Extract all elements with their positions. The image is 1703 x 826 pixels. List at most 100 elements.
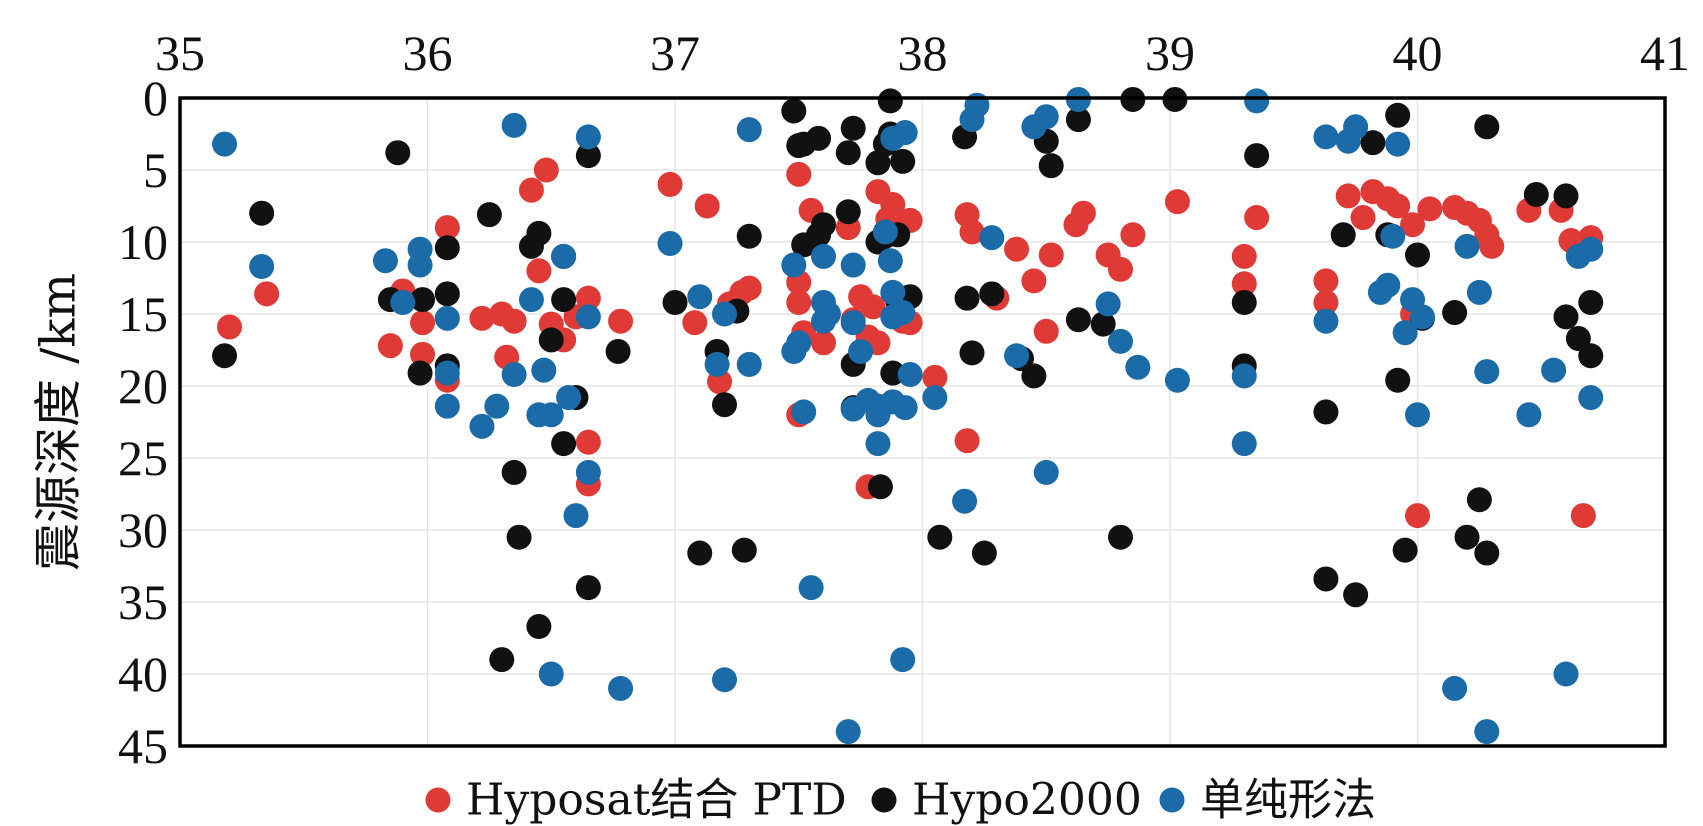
scatter-point — [835, 140, 861, 166]
scatter-point — [1405, 402, 1430, 428]
scatter-point — [217, 314, 242, 340]
scatter-point — [407, 360, 433, 386]
scatter-point — [551, 243, 577, 269]
scatter-point — [434, 393, 460, 419]
scatter-point — [377, 333, 403, 359]
scatter-point — [865, 431, 891, 457]
scatter-point — [1335, 183, 1361, 209]
x-tick-label: 35 — [155, 25, 205, 81]
legend-marker — [871, 787, 897, 813]
scatter-point — [1244, 88, 1270, 114]
scatter-point — [791, 399, 817, 425]
scatter-point — [1231, 271, 1257, 297]
scatter-point — [254, 281, 280, 307]
scatter-point — [1516, 402, 1542, 428]
scatter-point — [1038, 153, 1064, 179]
legend-marker — [425, 787, 451, 813]
scatter-point — [1244, 205, 1270, 231]
scatter-point — [1405, 242, 1430, 268]
scatter-point — [1021, 268, 1047, 294]
scatter-point — [865, 150, 891, 176]
scatter-point — [877, 88, 903, 114]
scatter-point — [501, 361, 527, 387]
y-tick-label: 25 — [118, 430, 168, 486]
y-tick-label: 0 — [143, 70, 168, 126]
scatter-point — [538, 402, 564, 428]
scatter-point — [1479, 233, 1505, 259]
scatter-point — [501, 459, 527, 485]
scatter-point — [979, 281, 1005, 307]
scatter-point — [1231, 431, 1257, 457]
scatter-point — [1350, 205, 1376, 231]
scatter-point — [1070, 200, 1096, 226]
scatter-point — [1474, 359, 1500, 385]
scatter-point — [556, 385, 582, 411]
scatter-point — [959, 340, 985, 366]
x-tick-label: 40 — [1393, 25, 1443, 81]
scatter-point — [781, 252, 807, 278]
scatter-point — [605, 338, 631, 364]
scatter-point — [979, 225, 1005, 251]
scatter-point — [1313, 566, 1339, 592]
x-tick-label: 39 — [1145, 25, 1195, 81]
y-tick-label: 20 — [118, 358, 168, 414]
scatter-point — [1313, 124, 1339, 150]
scatter-point — [385, 140, 411, 166]
scatter-point — [575, 285, 601, 311]
scatter-point — [922, 364, 948, 390]
legend-label: 单纯形法 — [1200, 775, 1376, 826]
scatter-point — [390, 289, 416, 315]
scatter-point — [518, 287, 544, 313]
scatter-point — [840, 115, 866, 141]
scatter-point — [1466, 487, 1492, 513]
scatter-point — [501, 308, 527, 334]
scatter-point — [1065, 107, 1091, 133]
scatter-point — [608, 308, 634, 334]
scatter-point — [880, 279, 906, 305]
scatter-point — [1164, 189, 1190, 215]
scatter-point — [212, 343, 238, 369]
scatter-point — [867, 474, 893, 500]
scatter-point — [1553, 183, 1579, 209]
scatter-point — [1442, 300, 1468, 326]
scatter-point — [1466, 279, 1492, 305]
scatter-point — [712, 301, 737, 327]
scatter-point — [1392, 537, 1418, 563]
scatter-point — [1474, 719, 1500, 745]
scatter-point — [434, 215, 460, 241]
scatter-point — [954, 285, 980, 311]
scatter-point — [1442, 675, 1468, 701]
scatter-point — [538, 661, 564, 687]
scatter-point — [897, 361, 923, 387]
scatter-point — [489, 647, 515, 673]
scatter-point — [890, 148, 916, 174]
scatter-point — [1125, 354, 1151, 380]
scatter-point — [892, 120, 918, 146]
scatter-point — [1313, 308, 1339, 334]
scatter-point — [551, 431, 577, 457]
scatter-point — [806, 125, 832, 151]
scatter-point — [736, 275, 762, 301]
scatter-point — [1108, 524, 1133, 550]
scatter-point — [1474, 114, 1500, 140]
scatter-point — [469, 305, 495, 331]
legend: Hyposat结合 PTD Hypo2000 单纯形法 — [425, 775, 1376, 826]
scatter-point — [575, 124, 601, 150]
scatter-point — [954, 428, 980, 454]
scatter-point — [1454, 233, 1480, 259]
scatter-point — [1553, 304, 1579, 330]
scatter-point — [657, 171, 683, 197]
scatter-point — [880, 192, 906, 218]
y-tick-label: 5 — [143, 142, 168, 198]
scatter-point — [1553, 661, 1579, 687]
scatter-point — [877, 248, 903, 274]
scatter-point — [1409, 304, 1435, 330]
scatter-point — [1120, 222, 1146, 248]
y-tick-labels: 0 5 10 15 20 25 30 35 40 45 — [118, 70, 168, 774]
scatter-point — [407, 252, 433, 278]
scatter-point — [501, 112, 527, 138]
scatter-point — [657, 230, 683, 256]
scatter-point — [1385, 131, 1411, 157]
scatter-point — [1454, 524, 1480, 550]
scatter-point — [372, 248, 398, 274]
